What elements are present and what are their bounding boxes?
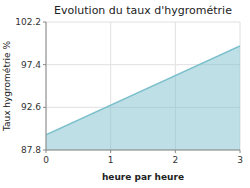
- tick-label: 3: [237, 155, 243, 165]
- tick-label: 1: [108, 155, 114, 165]
- grid-line: [46, 22, 240, 23]
- tick: [43, 64, 46, 65]
- title: Evolution du taux d'hygrométrie: [54, 4, 232, 17]
- tick-label: 2: [172, 155, 178, 165]
- tick: [110, 150, 111, 153]
- y-axis-label: Taux hygrométrie %: [2, 40, 12, 132]
- grid-line: [46, 150, 240, 151]
- axes: 87.8 92.6 97.4 102.2 0 1 2 3: [15, 17, 243, 165]
- x-axis-line: [46, 150, 240, 151]
- grid: [46, 22, 240, 150]
- plot-area: [46, 46, 240, 150]
- chart: 87.8 92.6 97.4 102.2 0 1 2 3 Evolution du taux d…: [0, 0, 250, 188]
- tick-label: 92.6: [21, 102, 41, 112]
- tick-label: 0: [43, 155, 49, 165]
- x-axis-label: heure par heure: [102, 172, 184, 182]
- tick: [175, 150, 176, 153]
- area: [46, 46, 240, 150]
- tick-label: 97.4: [21, 60, 41, 70]
- tick: [43, 107, 46, 108]
- tick-label: 102.2: [15, 17, 41, 27]
- tick: [240, 150, 241, 153]
- grid-line: [46, 22, 47, 150]
- tick-label: 87.8: [21, 145, 41, 155]
- tick: [46, 150, 47, 153]
- line: [46, 46, 240, 135]
- y-axis-line: [46, 22, 47, 150]
- tick: [43, 22, 46, 23]
